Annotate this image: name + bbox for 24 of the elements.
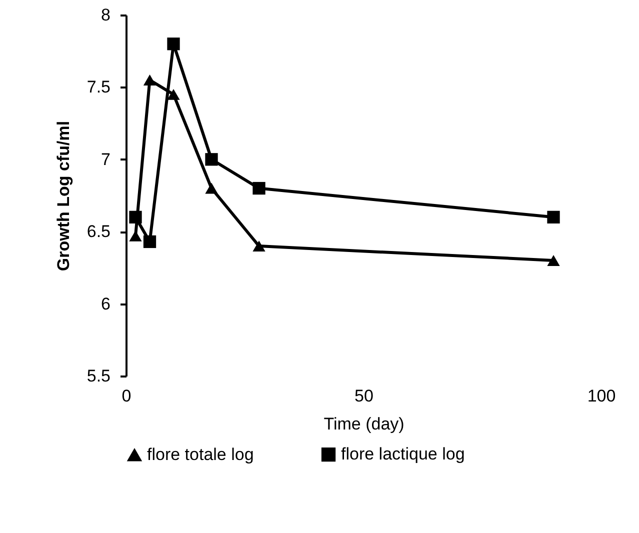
y-tick-label: 6 — [101, 294, 110, 314]
y-tick-label: 8 — [101, 6, 110, 24]
y-tick-label: 7 — [101, 150, 110, 169]
legend-label: flore lactique log — [341, 444, 465, 464]
point — [547, 255, 560, 266]
x-axis-title: Time (day) — [324, 414, 404, 434]
point — [167, 88, 180, 100]
point — [205, 182, 218, 194]
point — [167, 38, 180, 50]
y-tick-label: 6.5 — [86, 222, 110, 242]
y-tick-label: 7.5 — [86, 78, 110, 97]
x-tick-label: 0 — [122, 386, 132, 406]
y-axis-title: Growth Log cfu/ml — [54, 120, 73, 272]
point — [205, 153, 218, 166]
x-tick-label: 50 — [354, 386, 374, 406]
point — [143, 235, 156, 248]
point — [252, 240, 266, 252]
point — [129, 210, 142, 224]
point — [252, 182, 266, 195]
legend-label: flore totale log — [147, 445, 254, 464]
point — [143, 74, 156, 86]
x-tick-label: 100 — [587, 386, 616, 406]
y-tick-label: 5.5 — [86, 366, 110, 386]
point — [547, 210, 560, 224]
